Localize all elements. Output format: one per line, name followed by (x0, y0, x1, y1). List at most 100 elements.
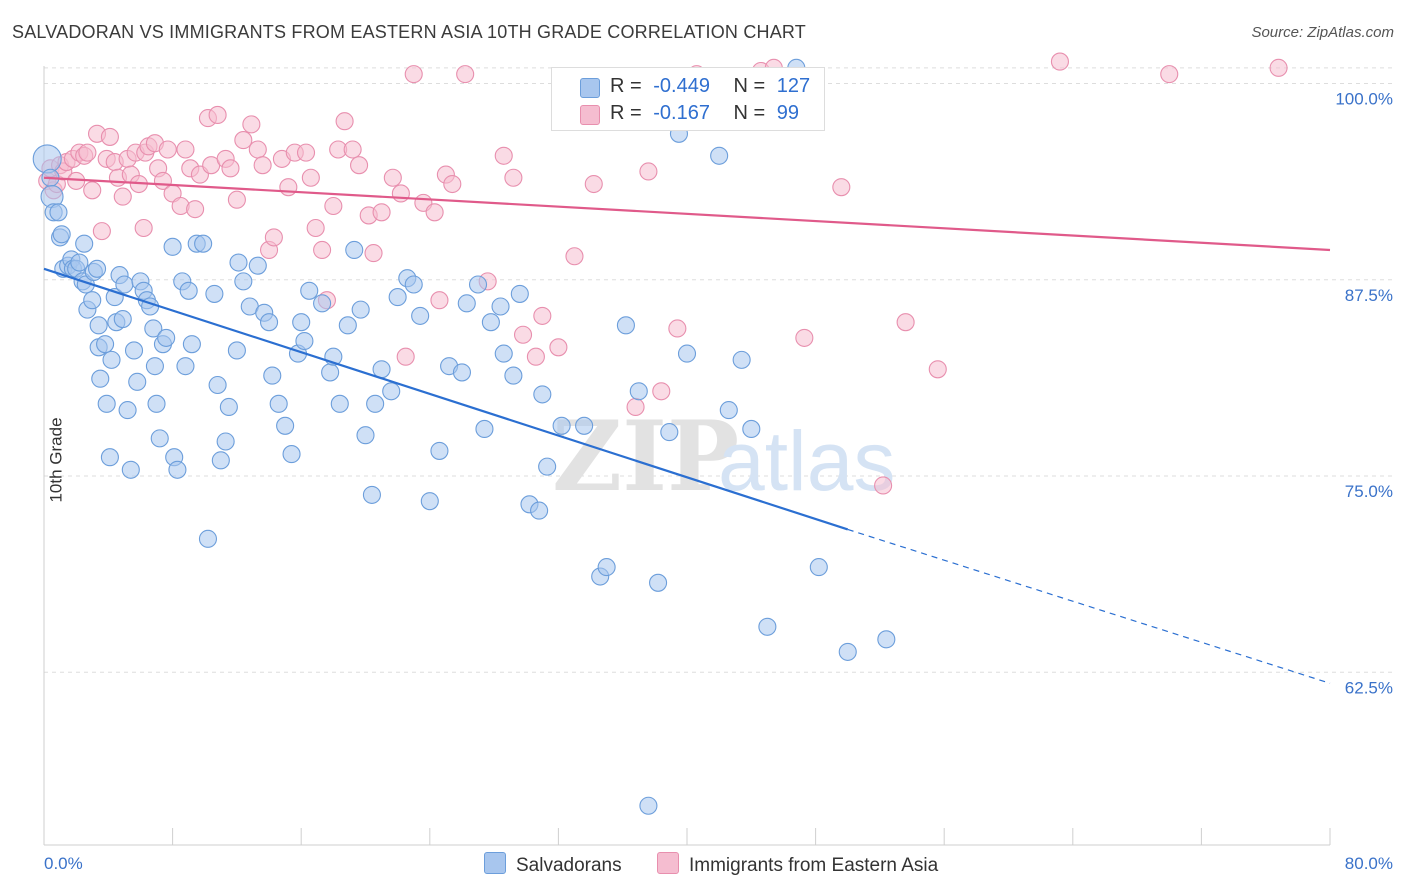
pink-point (565, 247, 584, 266)
pink-point (584, 174, 603, 194)
blue-point (809, 558, 828, 577)
blue-point (552, 416, 571, 435)
source-label: Source: ZipAtlas.com (1251, 24, 1394, 41)
legend-r-value-2: -0.167 (653, 102, 710, 124)
blue-point (75, 234, 94, 253)
blue-point (351, 300, 370, 319)
blue-series-points (32, 58, 896, 815)
pink-point (639, 162, 658, 181)
watermark-zip: ZIP (552, 400, 739, 513)
blue-trend-extension (847, 528, 1331, 684)
pink-point (1050, 52, 1069, 71)
y-tick-label: 75.0% (1345, 482, 1393, 501)
stats-legend: R = -0.449 N = 127 R = -0.167 N = 99 (551, 67, 825, 131)
pink-point (78, 143, 97, 162)
pink-point (306, 218, 325, 238)
pink-point (430, 291, 449, 310)
blue-point (719, 401, 738, 420)
pink-point (324, 196, 343, 216)
pink-point (92, 222, 111, 241)
blue-point (263, 366, 282, 385)
pink-point (1269, 58, 1288, 77)
blue-point (877, 630, 896, 649)
blue-point (52, 225, 71, 244)
blue-point (83, 291, 102, 310)
pink-point (874, 476, 893, 495)
blue-point (87, 259, 107, 278)
pink-point (404, 65, 423, 84)
blue-point (510, 284, 529, 303)
blue-point (475, 419, 494, 439)
blue-point (182, 335, 201, 354)
pink-point (242, 115, 261, 134)
blue-point (452, 363, 472, 382)
blue-point (758, 617, 777, 636)
pink-point (549, 338, 568, 357)
blue-point (102, 350, 121, 369)
blue-point (356, 426, 375, 445)
pink-point (896, 313, 915, 332)
blue-point (491, 297, 510, 316)
blue-point (100, 448, 119, 467)
blue-point (168, 460, 187, 479)
pink-point (396, 347, 415, 366)
blue-point (313, 294, 332, 313)
blue-point (147, 394, 166, 413)
bottom-legend-swatch-blue (484, 852, 506, 874)
blue-point (32, 144, 62, 174)
blue-point (150, 429, 169, 448)
blue-point (219, 397, 238, 417)
blue-point (145, 357, 164, 376)
blue-point (649, 573, 668, 592)
blue-point (533, 385, 552, 404)
bottom-legend-label-1: Salvadorans (516, 855, 622, 876)
blue-point (362, 485, 381, 504)
blue-point (282, 445, 301, 464)
blue-point (338, 316, 357, 335)
pink-point (253, 156, 272, 175)
x-tick-label-min: 0.0% (44, 854, 83, 873)
blue-point (295, 331, 314, 351)
bottom-legend-label-2: Immigrants from Eastern Asia (689, 855, 939, 876)
y-tick-label: 62.5% (1345, 678, 1393, 697)
blue-point (70, 253, 89, 272)
blue-point (575, 416, 594, 435)
blue-point (211, 451, 230, 470)
pink-point (248, 140, 267, 159)
pink-point (533, 306, 552, 325)
blue-point (742, 419, 761, 439)
blue-point (321, 363, 340, 382)
pink-point (928, 360, 947, 379)
blue-point (96, 335, 115, 354)
blue-point (494, 344, 513, 363)
blue-point (292, 313, 311, 332)
pink-point (795, 328, 814, 347)
legend-n-value-2: 99 (776, 102, 800, 124)
pink-point (313, 240, 332, 260)
pink-point (234, 131, 253, 150)
pink-point (364, 244, 383, 263)
pink-point (456, 65, 475, 84)
blue-point (144, 319, 163, 338)
pink-point (832, 178, 851, 197)
blue-point (838, 642, 857, 661)
pink-point (350, 156, 369, 175)
blue-point (457, 294, 476, 313)
legend-r-label-1: R = (610, 75, 642, 97)
trend-layer (43, 176, 1331, 684)
y-tick-label: 87.5% (1345, 286, 1393, 305)
pink-point (1160, 65, 1179, 84)
pink-point (113, 187, 132, 206)
x-tick-label-max: 80.0% (1345, 854, 1393, 873)
legend-r-label-2: R = (610, 102, 642, 124)
blue-point (430, 441, 449, 460)
blue-point (504, 366, 523, 385)
pink-point (301, 168, 320, 187)
blue-point (420, 492, 439, 511)
pink-point (668, 319, 687, 338)
blue-point (732, 350, 751, 369)
blue-point (216, 432, 235, 451)
blue-point (179, 281, 198, 300)
legend-swatch-pink (580, 105, 600, 125)
